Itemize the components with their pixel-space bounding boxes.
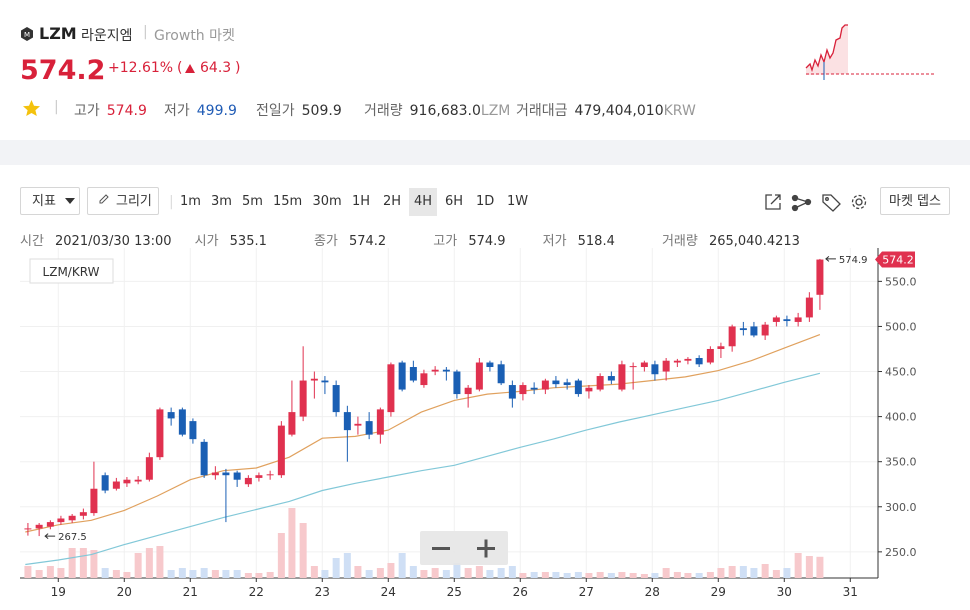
draw-label: 그리기 — [116, 194, 152, 209]
zoom-controls — [420, 531, 508, 565]
close-label: 종가 — [313, 234, 338, 249]
interval-button[interactable]: 6H — [445, 194, 464, 209]
close: 574.2 — [348, 234, 387, 249]
interval-button[interactable]: 3m — [211, 194, 232, 209]
stat-label: 전일가 — [256, 103, 295, 119]
pencil-icon — [99, 194, 109, 204]
volume: 265,040.4213 — [708, 234, 800, 249]
interval-button[interactable]: 1W — [507, 194, 529, 209]
stat-value: 479,404,010 — [574, 103, 664, 119]
stat-label: 거래대금 — [516, 103, 568, 119]
caret — [64, 198, 75, 204]
stat-unit: KRW — [663, 103, 696, 119]
stat-label: 고가 — [74, 103, 100, 119]
price: 574.2 — [20, 55, 106, 86]
interval-button[interactable]: 1m — [180, 194, 201, 209]
stat: 거래량 916,683.0LZM — [364, 100, 510, 120]
divider: | — [169, 194, 174, 210]
stat: 고가 574.9 — [74, 100, 147, 120]
coin-name: 라운지엠 — [81, 28, 133, 44]
indicator-button[interactable]: 지표 — [20, 187, 80, 215]
svg-text:M: M — [24, 31, 30, 39]
stat-value: 574.9 — [106, 103, 147, 119]
stat-unit: LZM — [480, 103, 511, 119]
zoom-out[interactable] — [432, 547, 450, 550]
stat: 저가 499.9 — [164, 100, 237, 120]
stat-label: 저가 — [164, 103, 190, 119]
interval-button[interactable]: 4H — [409, 188, 438, 216]
interval-button[interactable]: 30m — [312, 194, 342, 209]
interval-button[interactable]: 2H — [383, 194, 402, 209]
stat-label: 거래량 — [364, 103, 403, 119]
change-pct: +12.61% — [108, 60, 174, 76]
sparkline — [805, 24, 935, 80]
favorite-star[interactable] — [22, 99, 41, 117]
open: 535.1 — [229, 234, 267, 249]
time-label: 시간 — [20, 234, 44, 249]
symbol: LZM — [39, 24, 77, 43]
stat-value: 499.9 — [196, 103, 237, 119]
depth-button[interactable]: 마켓 뎁스 — [880, 187, 950, 215]
share-icon[interactable] — [765, 194, 781, 210]
coin-icon: M — [21, 27, 33, 41]
zoom-in[interactable] — [477, 539, 495, 558]
change: 64.3 — [200, 60, 232, 76]
time: 2021/03/30 13:00 — [55, 234, 172, 249]
low: 518.4 — [577, 234, 615, 249]
stat-value: 509.9 — [301, 103, 342, 119]
stat-value: 916,683.0 — [409, 103, 481, 119]
ohlc-row: 시간 2021/03/30 13:00 시가 535.1 종가 574.2 고가… — [20, 230, 800, 249]
low-label: 저가 — [542, 234, 567, 249]
interval-button[interactable]: 1D — [476, 194, 495, 209]
paren: ) — [235, 60, 241, 76]
node-icon[interactable] — [791, 194, 812, 212]
draw-button[interactable]: 그리기 — [87, 187, 159, 215]
market-name: Growth 마켓 — [154, 28, 235, 44]
divider: | — [143, 24, 148, 40]
high: 574.9 — [468, 234, 506, 249]
stat: 거래대금 479,404,010KRW — [516, 100, 696, 120]
depth-label: 마켓 뎁스 — [889, 194, 941, 209]
tag-icon[interactable] — [822, 194, 841, 212]
up-triangle — [185, 64, 195, 73]
tool-icons — [765, 194, 867, 212]
interval-button[interactable]: 5m — [242, 194, 263, 209]
interval-button[interactable]: 15m — [273, 194, 303, 209]
indicator-label: 지표 — [32, 194, 56, 209]
settings-icon[interactable] — [851, 194, 867, 210]
open-label: 시가 — [194, 234, 219, 249]
interval-button[interactable]: 1H — [352, 194, 371, 209]
stat: 전일가 509.9 — [256, 100, 342, 120]
volume-label: 거래량 — [661, 234, 698, 249]
high-label: 고가 — [433, 234, 458, 249]
paren: ( — [177, 60, 183, 76]
divider: | — [54, 99, 59, 115]
